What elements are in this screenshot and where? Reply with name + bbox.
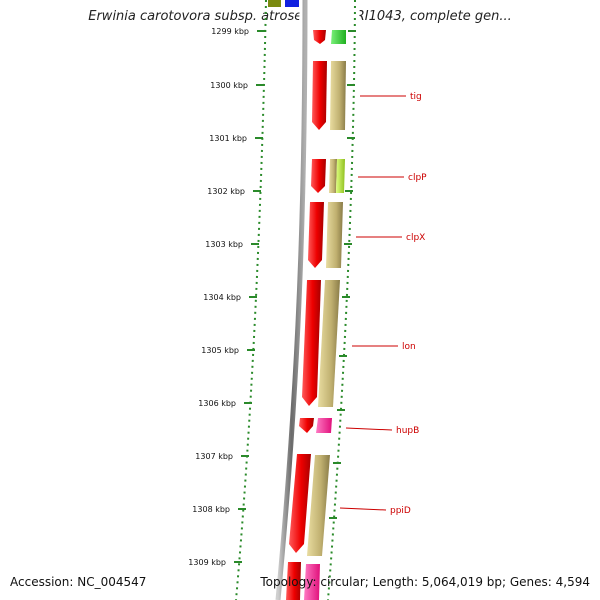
cog-block-0: [331, 30, 346, 44]
axis-ticks: 1299 kbp 1300 kbp 1301 kbp 1302 kbp 1303…: [188, 27, 265, 567]
gene-label-lon: lon: [402, 342, 416, 352]
tick-label: 1301 kbp: [209, 134, 247, 143]
gene-arrow-0: [313, 30, 326, 44]
gene-arrow-hupB: [299, 418, 314, 433]
gene-labels[interactable]: tig clpP clpX lon hupB ppiD: [339, 92, 427, 516]
gene-arrow-tig: [312, 61, 327, 130]
cog-block-clpX: [326, 202, 343, 268]
cog-block-clpP-b: [336, 159, 345, 193]
tick-label: 1305 kbp: [201, 346, 239, 355]
tick-label: 1307 kbp: [195, 452, 233, 461]
partial-gene-olive: [268, 0, 281, 7]
forward-strand-genes: [286, 30, 327, 600]
gene-label-hupB: hupB: [396, 426, 419, 436]
label-leader: [339, 507, 387, 511]
partial-gene-blue: [285, 0, 299, 7]
gene-arrow-last: [286, 562, 301, 600]
tick-label: 1303 kbp: [205, 240, 243, 249]
gene-label-clpP: clpP: [408, 173, 427, 183]
gene-arrow-lon: [302, 280, 321, 406]
tick-label: 1302 kbp: [207, 187, 245, 196]
tick-label: 1304 kbp: [203, 293, 241, 302]
gene-label-clpX: clpX: [406, 233, 425, 243]
tick-label: 1309 kbp: [188, 558, 226, 567]
inner-ticks: [329, 30, 356, 519]
tick-label: 1299 kbp: [211, 27, 249, 36]
gene-arrow-ppiD: [289, 454, 311, 553]
label-leader: [345, 427, 393, 431]
gene-arrow-clpX: [308, 202, 324, 268]
cog-genes: [304, 30, 346, 600]
cog-block-lon: [318, 280, 340, 407]
cog-block-hupB: [316, 418, 332, 433]
tick-label: 1308 kbp: [192, 505, 230, 514]
tick-label: 1306 kbp: [198, 399, 236, 408]
gene-label-ppiD: ppiD: [390, 506, 411, 516]
accession-label: Accession: NC_004547: [10, 575, 147, 589]
cog-block-tig: [330, 61, 346, 130]
cog-block-clpP-a: [329, 159, 337, 193]
gene-arrow-clpP: [311, 159, 326, 193]
cog-block-ppiD: [307, 455, 330, 556]
genome-summary: Topology: circular; Length: 5,064,019 bp…: [260, 575, 590, 589]
cog-block-last: [304, 564, 320, 600]
gene-label-tig: tig: [410, 92, 422, 102]
tick-label: 1300 kbp: [210, 81, 248, 90]
genome-backbone: [275, 0, 308, 600]
